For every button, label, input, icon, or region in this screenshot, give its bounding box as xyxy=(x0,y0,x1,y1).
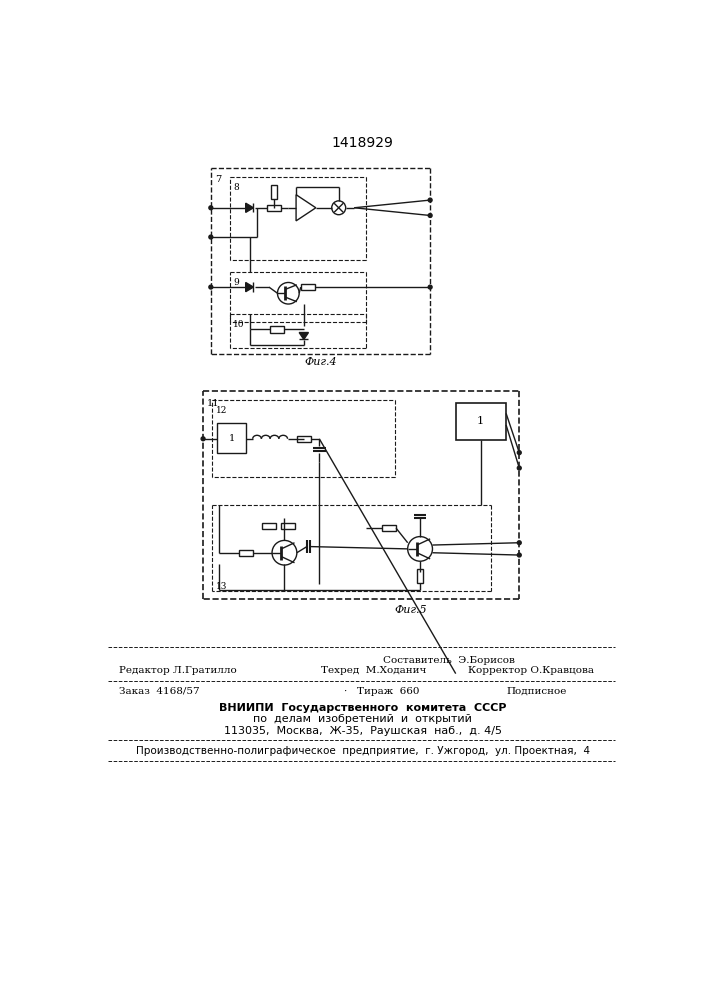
Bar xyxy=(239,550,252,556)
Text: 8: 8 xyxy=(233,183,239,192)
Circle shape xyxy=(518,553,521,557)
Text: 1: 1 xyxy=(477,416,484,426)
Text: Производственно-полиграфическое  предприятие,  г. Ужгород,  ул. Проектная,  4: Производственно-полиграфическое предприя… xyxy=(136,746,590,756)
Text: Корректор О.Кравцова: Корректор О.Кравцова xyxy=(468,666,594,675)
Circle shape xyxy=(518,541,521,545)
Text: 1418929: 1418929 xyxy=(332,136,394,150)
Polygon shape xyxy=(296,195,316,221)
Circle shape xyxy=(518,466,521,470)
Text: 7: 7 xyxy=(216,175,222,184)
Text: 9: 9 xyxy=(233,278,239,287)
Circle shape xyxy=(209,285,213,289)
Circle shape xyxy=(428,285,432,289)
Text: 113035,  Москва,  Ж-35,  Раушская  наб.,  д. 4/5: 113035, Москва, Ж-35, Раушская наб., д. … xyxy=(223,726,502,736)
Text: ВНИИПИ  Государственного  комитета  СССР: ВНИИПИ Государственного комитета СССР xyxy=(219,703,506,713)
Circle shape xyxy=(518,451,521,455)
Bar xyxy=(281,523,296,529)
Polygon shape xyxy=(299,333,308,339)
Text: 10: 10 xyxy=(233,320,245,329)
Circle shape xyxy=(428,198,432,202)
Circle shape xyxy=(332,201,346,215)
Text: Подписное: Подписное xyxy=(507,687,567,696)
Polygon shape xyxy=(246,282,253,292)
Bar xyxy=(382,525,396,531)
Text: Составитель  Э.Борисов: Составитель Э.Борисов xyxy=(383,656,515,665)
Circle shape xyxy=(408,537,433,561)
Circle shape xyxy=(428,214,432,217)
Bar xyxy=(270,326,284,333)
Text: 11: 11 xyxy=(207,399,219,408)
Text: 12: 12 xyxy=(216,406,227,415)
Text: Техред  М.Ходанич: Техред М.Ходанич xyxy=(321,666,426,675)
Bar xyxy=(271,185,276,199)
Bar xyxy=(217,423,247,453)
Text: 1: 1 xyxy=(228,434,235,443)
Text: 13: 13 xyxy=(216,582,227,591)
Text: Редактор Л.Гратилло: Редактор Л.Гратилло xyxy=(119,666,237,675)
Text: Заказ  4168/57: Заказ 4168/57 xyxy=(119,687,200,696)
Circle shape xyxy=(272,540,297,565)
Text: Фиг.4: Фиг.4 xyxy=(305,357,337,367)
Text: ·   Тираж  660: · Тираж 660 xyxy=(344,687,420,696)
Circle shape xyxy=(201,437,205,441)
Text: Фиг.5: Фиг.5 xyxy=(395,605,427,615)
Bar xyxy=(456,403,506,440)
Bar xyxy=(262,523,276,529)
Bar xyxy=(297,436,311,442)
Polygon shape xyxy=(246,203,253,212)
Circle shape xyxy=(277,282,299,304)
Text: по  делам  изобретений  и  открытий: по делам изобретений и открытий xyxy=(253,714,472,724)
Circle shape xyxy=(209,206,213,210)
Circle shape xyxy=(209,235,213,239)
Bar xyxy=(300,284,315,290)
Bar xyxy=(267,205,281,211)
Bar xyxy=(417,569,423,583)
